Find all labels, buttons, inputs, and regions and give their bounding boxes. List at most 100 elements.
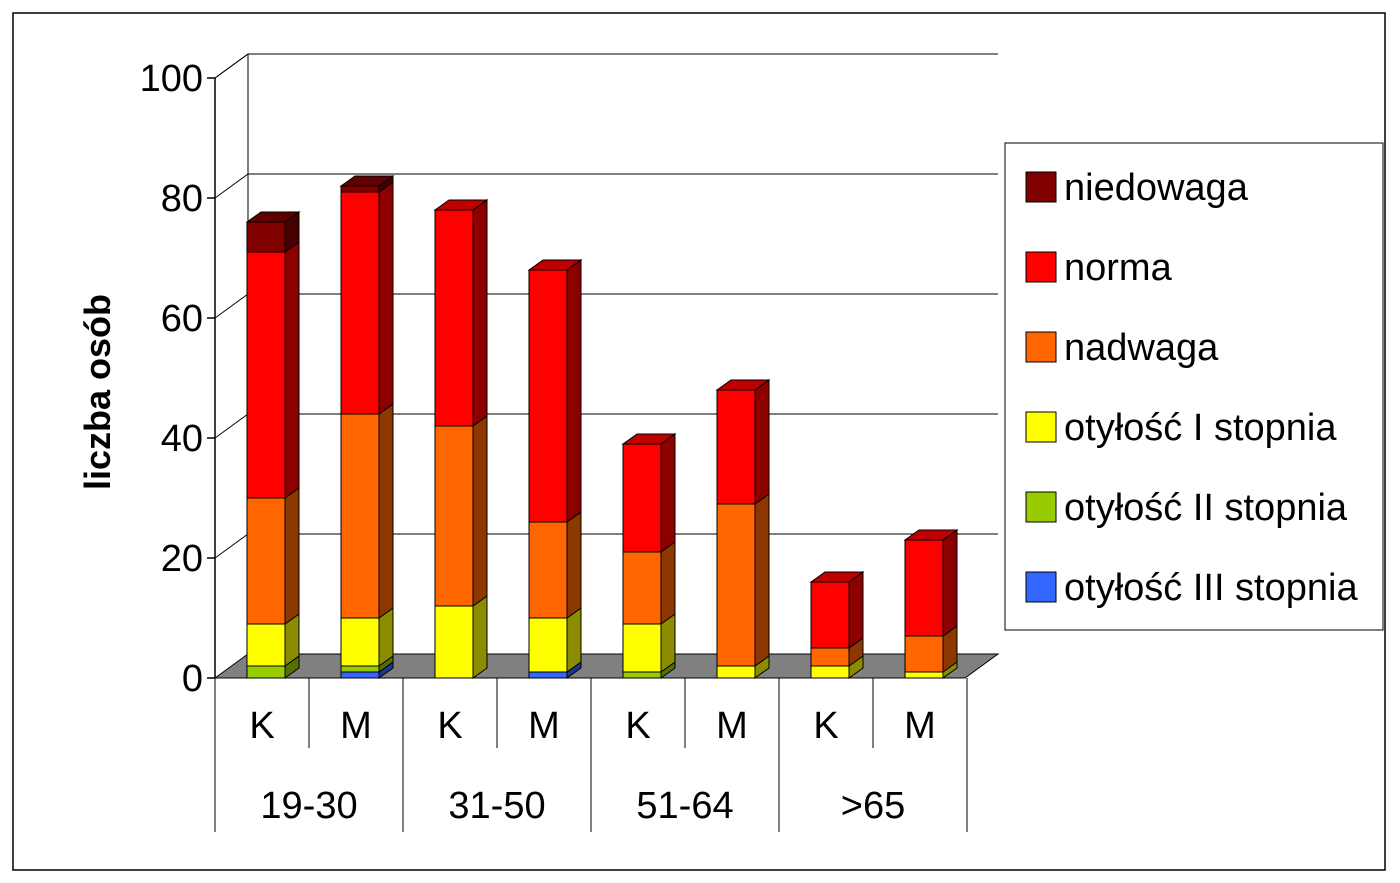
legend-swatch [1025, 251, 1057, 283]
x-category-label: K [249, 705, 274, 747]
y-tick-label: 20 [161, 538, 203, 580]
bar-segment [716, 503, 756, 667]
bar-segment [528, 521, 568, 619]
bar-top [809, 571, 865, 583]
bar-segment [622, 443, 662, 553]
x-category-label: K [437, 705, 462, 747]
bar-top [621, 433, 677, 445]
bar-segment-side [472, 595, 488, 679]
x-group-labels: 19-30 31-50 51-64 >65 [260, 785, 905, 827]
bar-segment [434, 605, 474, 679]
gridline-side [214, 413, 249, 439]
bar-segment [246, 623, 286, 667]
bar-segment-side [754, 493, 770, 667]
bar-segment-side [378, 181, 394, 415]
legend: niedowaga norma nadwaga otyłość I stopnia ot… [1004, 142, 1384, 631]
bar-segment-side [472, 415, 488, 607]
legend-label: otyłość II stopnia [1064, 487, 1348, 529]
bar-segment [622, 551, 662, 625]
legend-swatch [1025, 331, 1057, 363]
bar-segment-side [378, 403, 394, 619]
bar-segment-side [566, 259, 582, 523]
bar-top [715, 379, 771, 391]
bar-segment-side [472, 199, 488, 427]
bar-top [339, 175, 395, 187]
legend-label: niedowaga [1064, 167, 1249, 209]
legend-label: otyłość I stopnia [1064, 407, 1337, 449]
legend-swatch [1025, 491, 1057, 523]
bar-segment [340, 665, 380, 673]
bar-top [903, 529, 959, 541]
gridlines [214, 53, 998, 559]
y-tick-label: 60 [161, 298, 203, 340]
bar-segment [622, 623, 662, 673]
bar-segment [340, 671, 380, 679]
chart-floor [213, 653, 1000, 679]
bar-segment [904, 671, 944, 679]
bar-segment-side [566, 511, 582, 619]
bar-segment-side [660, 433, 676, 553]
bar-top [245, 211, 301, 223]
x-group-label: 31-50 [448, 785, 545, 827]
bar-segment-side [848, 571, 864, 649]
x-category-label: K [813, 705, 838, 747]
bar-segment [246, 251, 286, 499]
bar-top [433, 199, 489, 211]
legend-box [1004, 142, 1384, 631]
bar-top [527, 259, 583, 271]
gridline-side [214, 173, 249, 199]
bar-segment [528, 671, 568, 679]
x-group-label: 51-64 [636, 785, 733, 827]
bar-segment [340, 191, 380, 415]
x-category-label: K [625, 705, 650, 747]
gridline-side [214, 53, 249, 79]
gridline-side [214, 293, 249, 319]
bar-segment [622, 671, 662, 679]
bar-segment [810, 647, 850, 667]
bar-segment-side [660, 541, 676, 625]
bar-segment-side [284, 241, 300, 499]
legend-label: nadwaga [1064, 327, 1219, 369]
legend-swatch [1025, 171, 1057, 203]
floor [213, 653, 1000, 679]
x-group-label: 19-30 [260, 785, 357, 827]
bar-segment [434, 425, 474, 607]
y-tick-labels: 0 20 40 60 80 100 [140, 58, 203, 700]
bar-segment [528, 269, 568, 523]
y-tick-label: 0 [182, 658, 203, 700]
y-tick-label: 80 [161, 178, 203, 220]
bars [245, 175, 959, 679]
bar-segment [904, 539, 944, 637]
bar-segment-side [942, 529, 958, 637]
bar-segment [528, 617, 568, 673]
bar-segment [434, 209, 474, 427]
bar-segment [246, 665, 286, 679]
x-category-label: M [340, 705, 372, 747]
bar-segment [904, 635, 944, 673]
bar-segment-side [566, 607, 582, 673]
bar-segment-side [284, 487, 300, 625]
y-tick-label: 100 [140, 58, 203, 100]
bar-segment [340, 185, 380, 193]
legend-label: norma [1064, 247, 1173, 289]
bar-segment [810, 665, 850, 679]
bar-segment [810, 581, 850, 649]
bar-segment [246, 497, 286, 625]
y-tick-label: 40 [161, 418, 203, 460]
bar-segment [716, 389, 756, 505]
axes [207, 77, 968, 832]
gridline-side [214, 533, 249, 559]
y-axis-label: liczba osób [77, 294, 118, 490]
x-category-label: M [528, 705, 560, 747]
legend-swatch [1025, 411, 1057, 443]
legend-label: otyłość III stopnia [1064, 567, 1358, 609]
x-category-label: M [904, 705, 936, 747]
bar-segment [340, 617, 380, 667]
bar-segment [716, 665, 756, 679]
bar-segment [340, 413, 380, 619]
bar-segment-side [754, 379, 770, 505]
x-category-label: M [716, 705, 748, 747]
